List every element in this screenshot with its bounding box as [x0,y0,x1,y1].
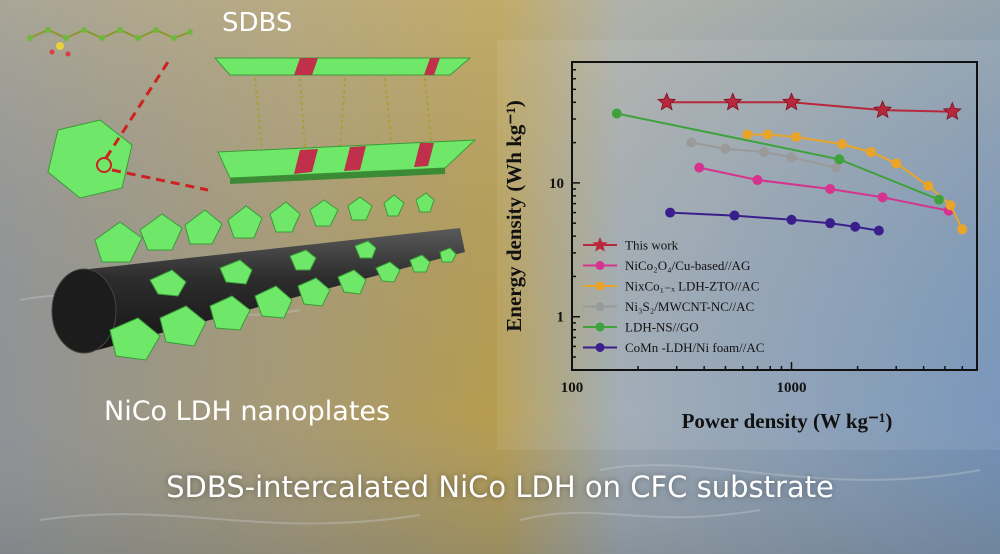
series-1 [694,162,954,216]
data-point [657,92,677,111]
data-point [720,143,731,154]
data-point [942,101,962,120]
energy-power-chart: 100 1000 1 10 This work NiCo₂O₄/Cu-based//AG… [497,40,1000,450]
y-tick-label: 10 [549,176,564,192]
data-point [759,147,770,158]
data-point [723,92,743,111]
data-point [791,132,802,143]
legend-label: NiCo₂O₄/Cu-based//AG [625,258,750,273]
ldh-layer-stack [213,57,477,184]
series-0 [657,92,962,120]
plot-frame [571,61,978,371]
sdbs-label: SDBS [222,8,293,38]
legend-marker [595,281,605,291]
data-point [786,214,797,225]
series-5 [665,207,884,236]
y-axis-title: Energy density (Wh kg⁻¹) [502,100,526,331]
data-point [877,192,888,203]
legend-label: CoMn -LDH/Ni foam//AC [625,340,764,355]
data-point [686,137,697,148]
data-point [865,147,876,158]
data-point [891,158,902,169]
data-point [837,139,848,150]
legend-label: LDH-NS//GO [625,320,699,335]
data-point [834,154,845,165]
data-point [665,207,676,218]
legend-marker [592,237,608,252]
legend-label: NixCo₁₋ₓ LDH-ZTO//AC [625,279,759,294]
data-point [825,184,836,195]
carbon-fiber-with-nanoplates [51,192,465,361]
data-point [611,108,622,119]
y-tick-label: 1 [557,310,565,326]
data-point [786,152,797,163]
series-4 [611,108,945,205]
data-point [873,225,884,236]
data-point [945,200,956,211]
hexagon-plate-icon [47,61,209,199]
data-point [873,100,893,119]
data-point [694,162,705,173]
data-point [934,194,945,205]
data-point [850,221,861,232]
legend-marker [595,322,605,332]
chart-panel [497,40,1000,450]
legend-label: Ni₃S₂/MWCNT-NC//AC [625,299,754,314]
data-point [742,129,753,140]
legend-label: This work [625,238,679,253]
data-point [781,92,802,111]
data-point [752,175,763,186]
x-tick-label: 1000 [777,380,807,396]
x-axis-title: Power density (W kg⁻¹) [682,409,893,433]
legend-marker [595,302,605,311]
data-point [762,129,773,140]
x-tick-label: 100 [561,380,584,396]
figure-caption: SDBS-intercalated NiCo LDH on CFC substr… [166,470,834,504]
data-point [729,210,740,221]
data-point [923,180,934,191]
sdbs-molecule-icon [27,27,193,57]
legend-marker [595,343,605,352]
legend-marker [595,261,605,270]
data-point [825,218,836,229]
data-point [831,162,842,173]
nanoplates-label: NiCo LDH nanoplates [104,396,391,427]
data-point [957,224,968,235]
series-3 [686,137,842,173]
